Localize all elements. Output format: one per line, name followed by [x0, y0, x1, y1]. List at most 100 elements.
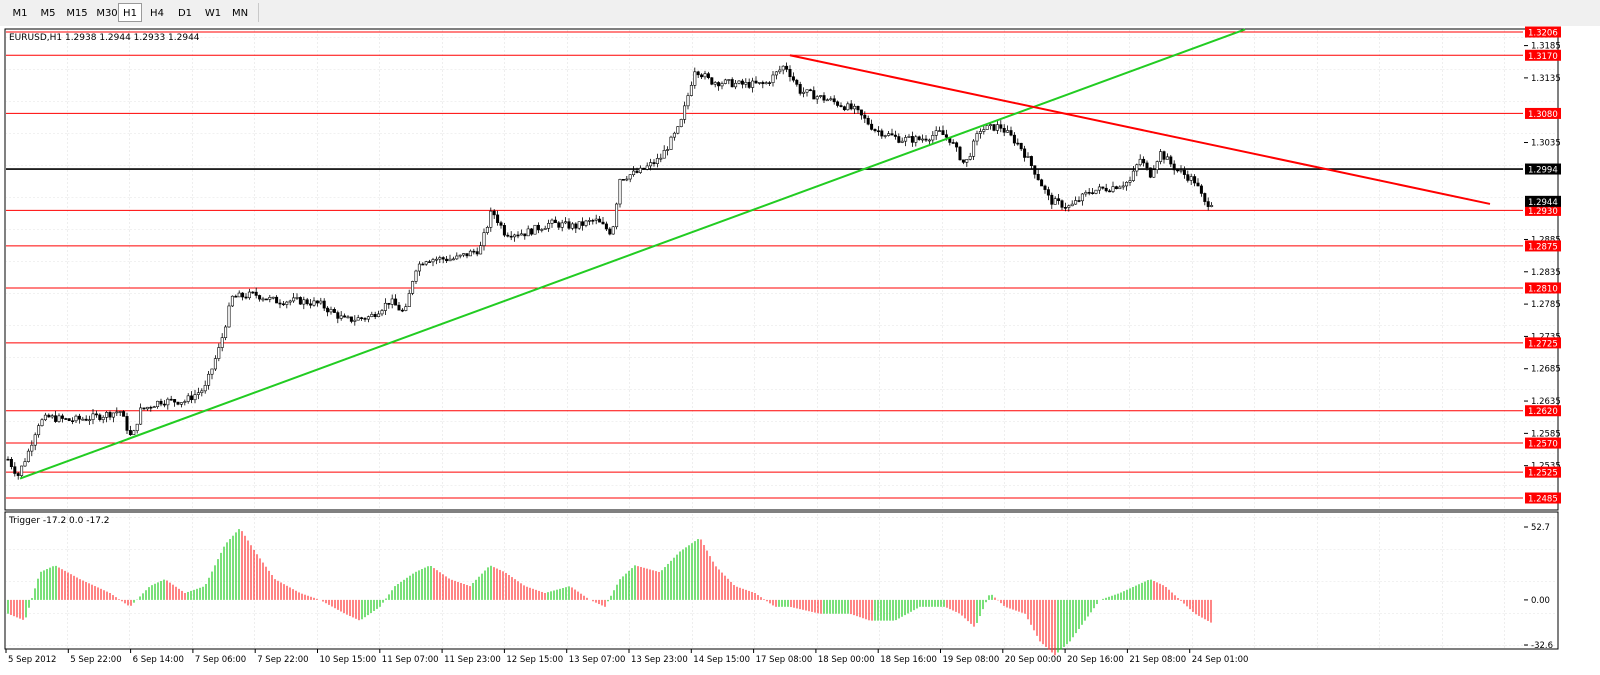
time-axis-label: 13 Sep 07:00 [569, 655, 626, 665]
timeframe-m1-button[interactable]: M1 [12, 8, 28, 19]
timeframe-m5-button[interactable]: M5 [40, 8, 56, 19]
candle-body [1210, 205, 1214, 207]
level-price-badge [1525, 282, 1561, 294]
candle-body [931, 135, 935, 141]
candle-body [965, 159, 969, 163]
candle-body [312, 300, 316, 306]
candle-body [30, 444, 34, 452]
candle-body [1111, 186, 1115, 192]
candle-body [322, 300, 326, 309]
timeframe-m15-button[interactable]: M15 [66, 8, 88, 19]
candle-body [37, 425, 41, 436]
candle-body [462, 253, 466, 256]
candle-body [757, 82, 761, 84]
candle-body [696, 71, 700, 76]
candle-body [479, 245, 483, 255]
candle-body [1070, 203, 1074, 207]
candle-body [856, 105, 860, 111]
candle-body [839, 105, 843, 107]
candle-body [1101, 186, 1105, 189]
candle-body [567, 221, 571, 229]
candle-body [1029, 156, 1033, 166]
candle-body [927, 139, 931, 142]
candle-body [992, 124, 996, 131]
timeframe-m30-button[interactable]: M30 [96, 8, 118, 19]
candle-body [958, 146, 962, 161]
level-price-badge [1525, 405, 1561, 417]
candle-body [23, 461, 27, 467]
candle-body [407, 293, 411, 307]
candle-body [771, 74, 775, 83]
candle-body [176, 401, 180, 405]
candle-body [615, 203, 619, 228]
time-axis-label: 11 Sep 07:00 [382, 655, 439, 665]
candle-body [84, 418, 88, 421]
level-price-badge [1525, 337, 1561, 349]
timeframe-mn-button[interactable]: MN [231, 8, 249, 19]
candle-body [978, 131, 982, 134]
price-chart[interactable]: 1.31851.31351.30351.28851.28351.27851.27… [0, 26, 1600, 675]
candle-body [417, 263, 421, 272]
candle-body [230, 295, 234, 307]
candle-body [523, 233, 527, 237]
candle-body [152, 406, 156, 408]
candle-body [13, 466, 17, 474]
candle-body [951, 142, 955, 144]
candle-body [1077, 200, 1081, 202]
candle-body [288, 300, 292, 303]
candle-body [468, 250, 472, 257]
candle-body [625, 178, 629, 181]
candle-body [672, 132, 676, 138]
candle-body [302, 299, 306, 305]
candle-body [812, 90, 816, 100]
candle-body [67, 418, 71, 422]
candle-body [846, 103, 850, 111]
candle-body [421, 263, 425, 266]
timeframe-d1-button[interactable]: D1 [177, 8, 193, 19]
candle-body [1057, 198, 1061, 202]
candle-body [700, 74, 704, 78]
level-price-label: 1.3170 [1528, 52, 1558, 62]
timeframe-h1-button[interactable]: H1 [118, 3, 142, 22]
candle-body [57, 415, 61, 422]
candle-body [666, 149, 670, 151]
level-price-badge [1525, 163, 1561, 175]
chart-window[interactable]: 1.31851.31351.30351.28851.28351.27851.27… [0, 26, 1600, 675]
candle-body [1067, 205, 1071, 208]
candle-body [145, 406, 149, 410]
candle-body [904, 137, 908, 142]
candle-body [975, 133, 979, 142]
candle-body [645, 165, 649, 170]
timeframe-w1-button[interactable]: W1 [204, 8, 222, 19]
candle-body [863, 114, 867, 119]
candle-body [825, 99, 829, 102]
candle-body [213, 358, 217, 370]
candle-body [587, 220, 591, 222]
candle-body [652, 162, 656, 164]
candle-body [16, 473, 20, 476]
level-price-label: 1.2620 [1528, 407, 1558, 417]
downtrend-line[interactable] [789, 54, 1491, 205]
candle-body [870, 123, 874, 130]
candle-body [1186, 174, 1190, 181]
candle-body [1193, 176, 1197, 184]
candle-body [550, 219, 554, 224]
candle-body [893, 134, 897, 137]
candle-body [74, 415, 78, 422]
timeframe-h4-button[interactable]: H4 [150, 8, 164, 19]
candle-body [441, 257, 445, 260]
candle-body [448, 258, 452, 262]
time-axis-label: 18 Sep 00:00 [818, 655, 875, 665]
candle-body [720, 83, 724, 87]
candle-body [142, 407, 146, 410]
candle-body [910, 136, 914, 143]
candle-body [360, 317, 364, 319]
time-axis-label: 7 Sep 06:00 [195, 655, 246, 665]
candle-body [77, 415, 81, 420]
candle-body [455, 255, 459, 260]
time-axis-label: 7 Sep 22:00 [257, 655, 308, 665]
candle-body [268, 297, 272, 300]
candle-body [502, 225, 506, 236]
candle-body [1009, 130, 1013, 136]
uptrend-line[interactable] [19, 28, 1246, 480]
